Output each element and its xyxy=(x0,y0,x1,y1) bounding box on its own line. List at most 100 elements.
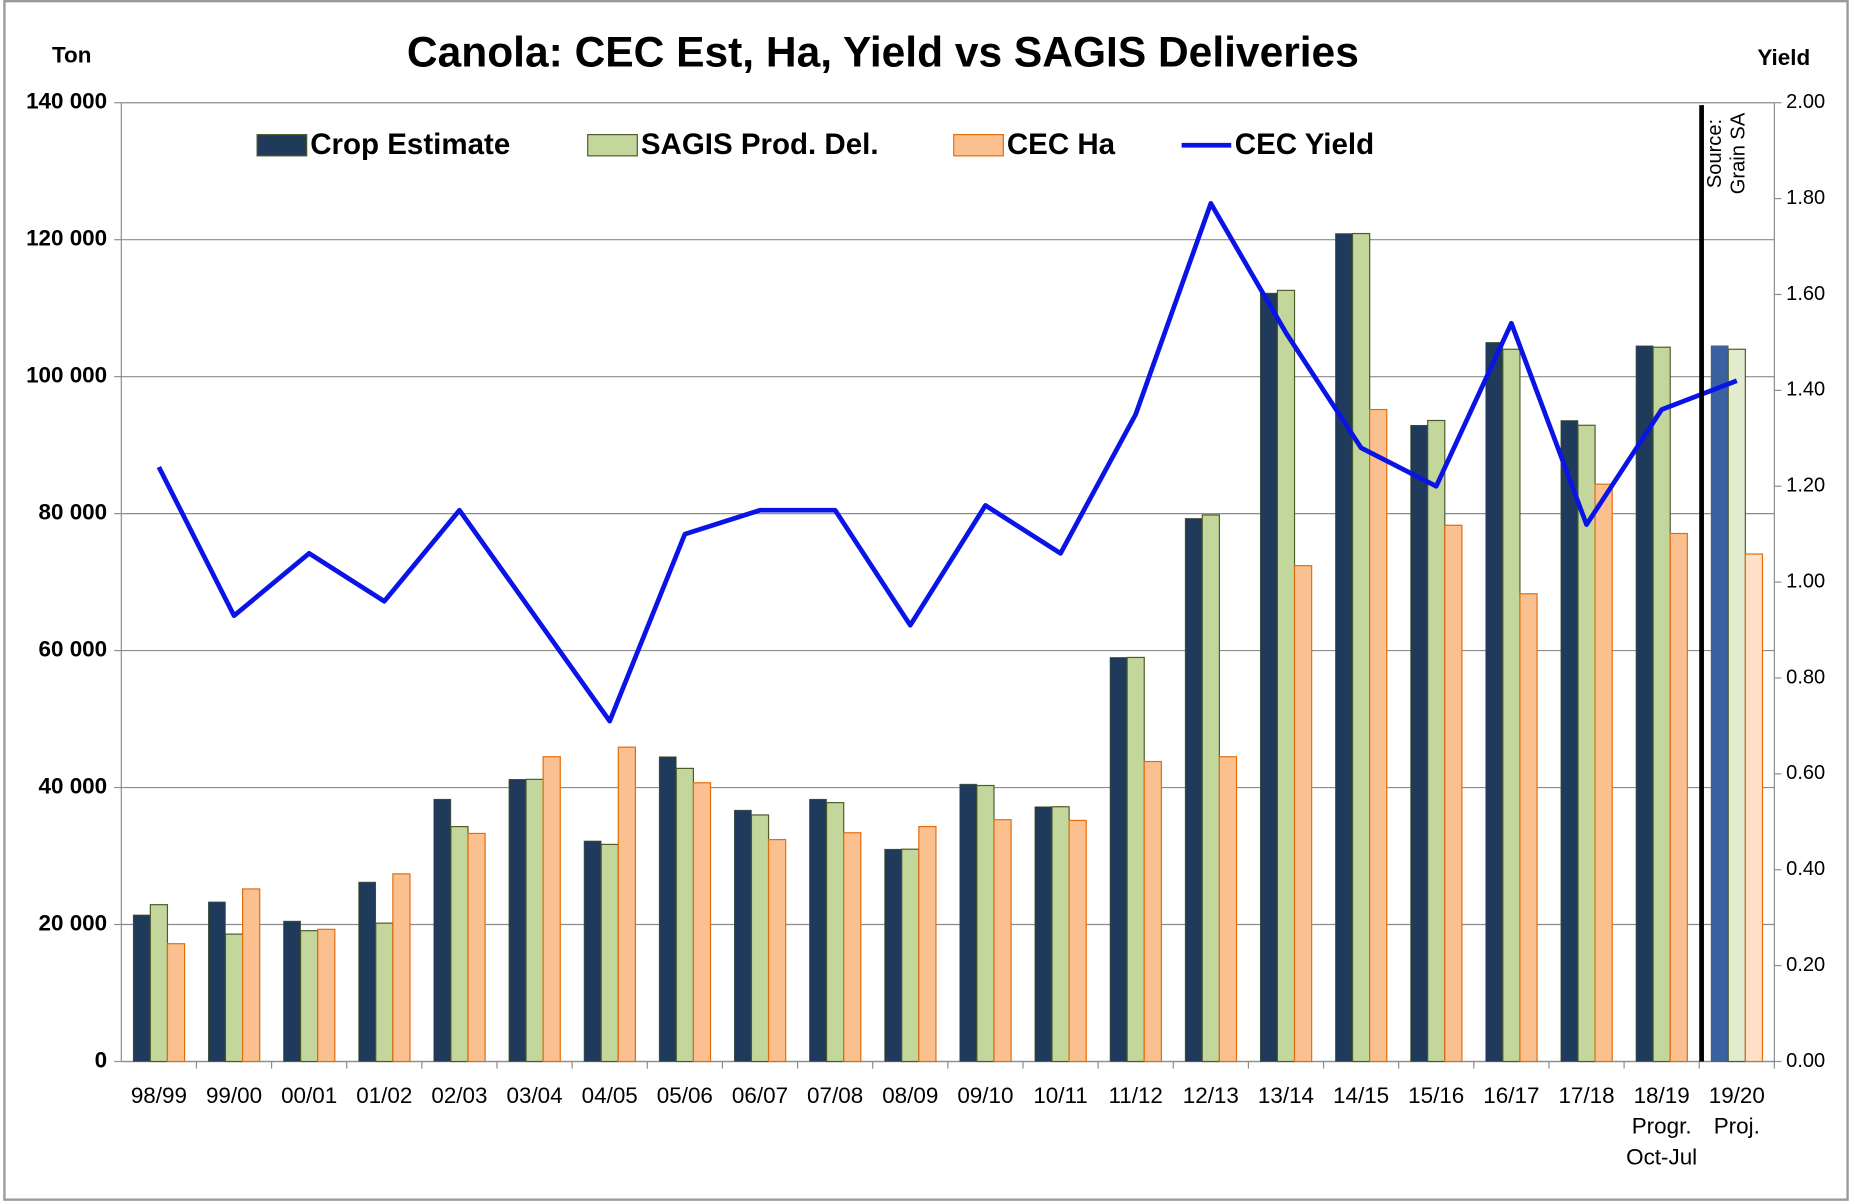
bar xyxy=(976,784,995,1063)
legend-label: Crop Estimate xyxy=(310,128,510,161)
y2-tick-label: 0.00 xyxy=(1786,1050,1825,1072)
y2-tick-label: 0.80 xyxy=(1786,666,1825,688)
bar xyxy=(1218,756,1238,1063)
bar xyxy=(224,933,244,1063)
bar xyxy=(1126,656,1145,1063)
x-tick-label: 11/12 xyxy=(1108,1083,1162,1108)
bar xyxy=(959,783,978,1062)
x-tick-label: 16/17 xyxy=(1483,1083,1539,1108)
bar xyxy=(843,832,862,1063)
legend-swatch xyxy=(953,134,1004,157)
bar xyxy=(1109,657,1128,1062)
y2-tick-label: 1.80 xyxy=(1786,187,1825,209)
y-tick-label: 140 000 xyxy=(26,89,107,114)
legend-swatch xyxy=(256,134,308,157)
bar xyxy=(1652,346,1671,1063)
bar xyxy=(1259,292,1278,1062)
bar xyxy=(825,802,845,1063)
legend-label: CEC Yield xyxy=(1235,128,1374,161)
y2-tick-label: 1.00 xyxy=(1786,570,1825,592)
bar xyxy=(1276,289,1296,1063)
annotation: Source:Grain SA xyxy=(1704,112,1750,194)
x-tick-label: 03/04 xyxy=(507,1083,563,1108)
x-tick-label: 10/11 xyxy=(1033,1083,1087,1108)
annotation-line: Source: xyxy=(1704,119,1726,188)
x-tick-label: 13/14 xyxy=(1258,1083,1314,1108)
bar xyxy=(583,840,602,1062)
x-tick-label-line: 01/02 xyxy=(356,1083,412,1108)
bar xyxy=(1293,565,1313,1063)
x-tick-label-line: 09/10 xyxy=(957,1083,1013,1108)
legend-swatch xyxy=(587,134,638,157)
x-tick-label-line: 15/16 xyxy=(1408,1083,1464,1108)
bar xyxy=(1727,348,1746,1063)
bar xyxy=(1635,345,1654,1062)
x-tick-label: 15/16 xyxy=(1408,1083,1464,1108)
x-tick-label-line: 13/14 xyxy=(1258,1083,1314,1108)
y-tick-label: 120 000 xyxy=(26,226,107,251)
bar xyxy=(1594,483,1613,1063)
bar xyxy=(1369,408,1388,1063)
legend-label: CEC Ha xyxy=(1007,128,1116,161)
bar xyxy=(750,814,770,1063)
bar xyxy=(901,848,920,1063)
x-tick-label-line: 02/03 xyxy=(431,1083,487,1108)
y2-tick-label: 0.40 xyxy=(1786,858,1825,880)
x-tick-label: 08/09 xyxy=(882,1083,938,1108)
annotation-line: Grain SA xyxy=(1728,112,1750,194)
bar xyxy=(1502,348,1521,1063)
bar xyxy=(617,746,636,1063)
bar xyxy=(392,873,411,1063)
y2-tick-label: 1.60 xyxy=(1786,283,1825,305)
bar xyxy=(166,943,186,1063)
bar xyxy=(208,901,226,1062)
bar xyxy=(508,779,527,1062)
bar xyxy=(675,767,695,1063)
bar xyxy=(600,843,619,1063)
bar xyxy=(283,920,301,1062)
bar xyxy=(1710,345,1729,1062)
x-tick-label-line: 06/07 xyxy=(732,1083,788,1108)
x-tick-label-line: 17/18 xyxy=(1558,1083,1614,1108)
x-tick-label-line: 00/01 xyxy=(281,1083,337,1108)
bar xyxy=(317,928,336,1063)
y2-axis-label: Yield xyxy=(1757,45,1810,70)
x-tick-label-line: Progr. xyxy=(1632,1114,1692,1139)
y2-tick-label: 1.20 xyxy=(1786,475,1825,497)
x-tick-label-line: 04/05 xyxy=(582,1083,638,1108)
bar xyxy=(1034,806,1053,1062)
x-tick-label: 02/03 xyxy=(431,1083,487,1108)
bar xyxy=(450,826,469,1063)
x-tick-label-line: Oct-Jul xyxy=(1626,1144,1697,1169)
bar xyxy=(1485,342,1504,1062)
bar xyxy=(300,930,319,1063)
x-tick-label-line: 98/99 xyxy=(131,1083,187,1108)
x-tick-label: 99/00 xyxy=(206,1083,262,1108)
x-tick-label-line: 14/15 xyxy=(1333,1083,1389,1108)
y-tick-label: 80 000 xyxy=(39,500,108,525)
x-tick-label: 12/13 xyxy=(1183,1083,1239,1108)
bar xyxy=(734,809,752,1062)
x-tick-label-line: 19/20 xyxy=(1709,1083,1765,1108)
x-tick-label: 18/19 Progr. Oct-Jul xyxy=(1626,1083,1697,1169)
x-tick-label: 00/01 xyxy=(281,1083,337,1108)
bar xyxy=(149,904,169,1063)
bar xyxy=(767,839,787,1063)
bar xyxy=(918,826,937,1063)
bar xyxy=(1051,806,1070,1063)
y-tick-label: 60 000 xyxy=(39,637,108,662)
x-tick-label: 09/10 xyxy=(957,1083,1013,1108)
x-tick-label: 05/06 xyxy=(657,1083,713,1108)
bar xyxy=(1744,553,1764,1063)
bar xyxy=(1351,232,1371,1063)
bar xyxy=(993,819,1012,1063)
x-tick-label-line: 11/12 xyxy=(1108,1083,1162,1108)
bar xyxy=(132,914,151,1062)
y2-tick-label: 0.60 xyxy=(1786,762,1825,784)
y2-tick-label: 2.00 xyxy=(1786,91,1825,113)
bar xyxy=(1519,593,1538,1063)
x-tick-label: 19/20 Proj. xyxy=(1709,1083,1765,1139)
x-tick-label-line: 99/00 xyxy=(206,1083,262,1108)
bar xyxy=(433,798,452,1062)
